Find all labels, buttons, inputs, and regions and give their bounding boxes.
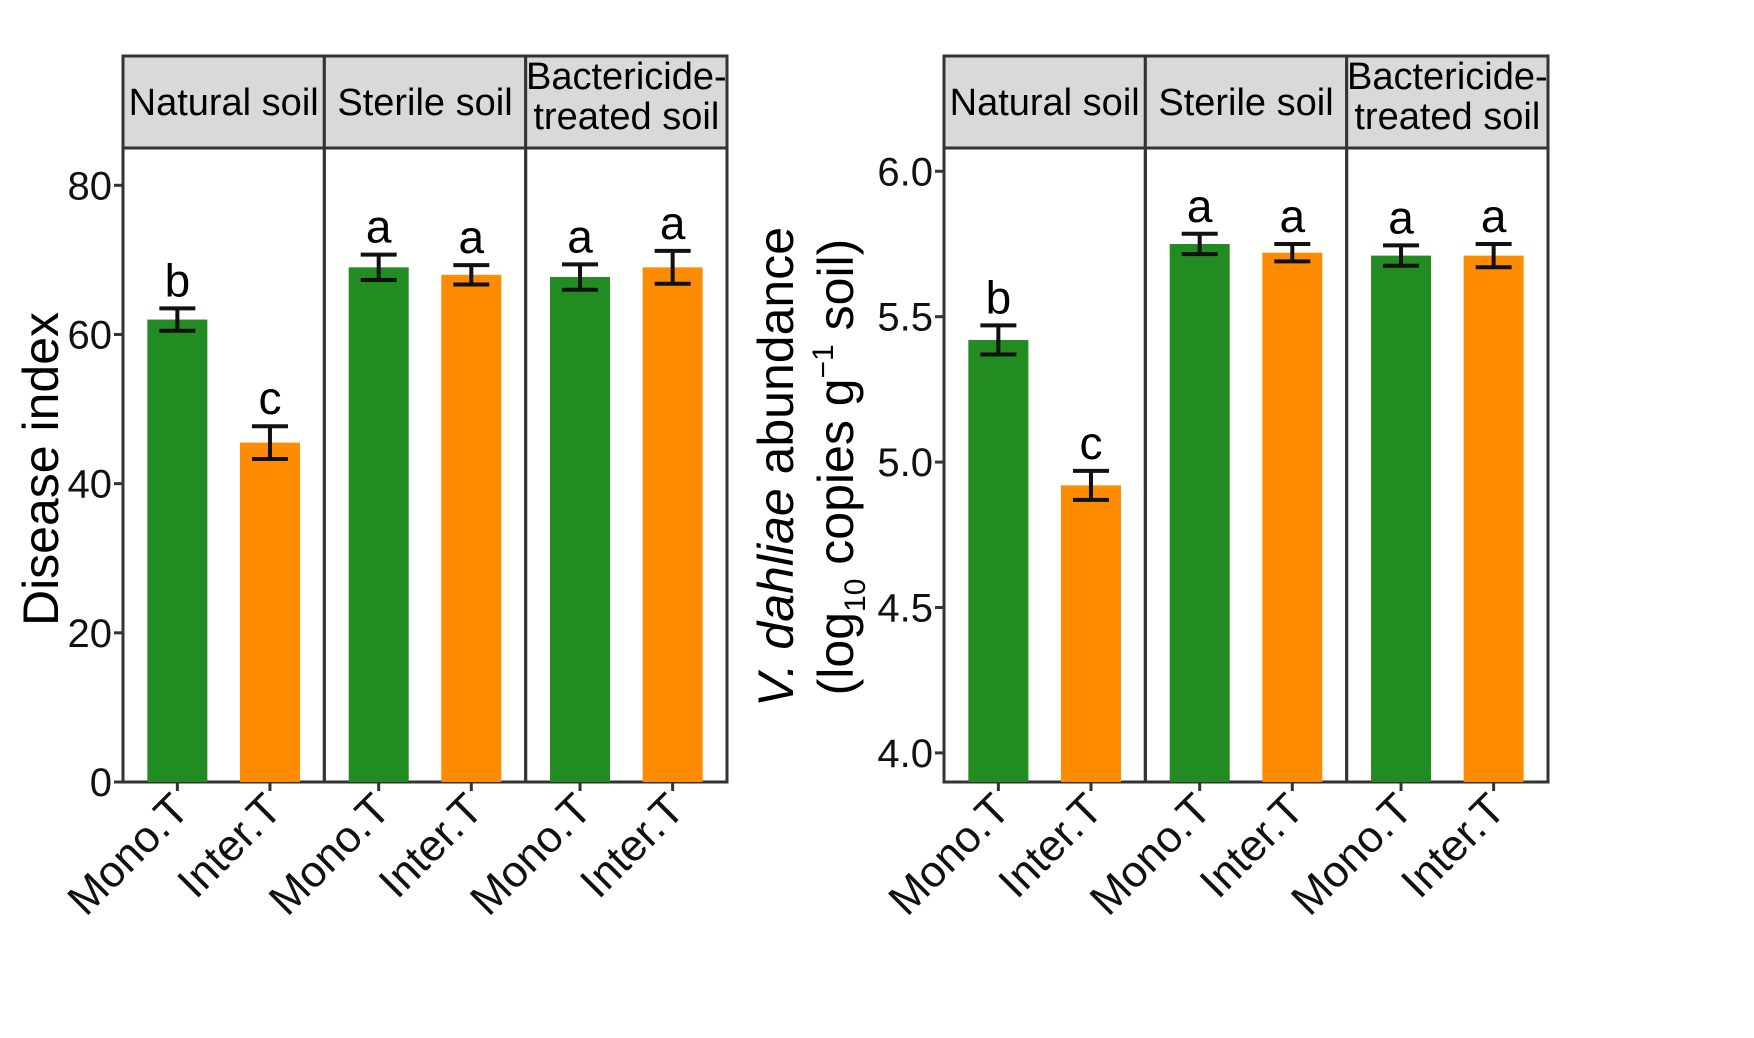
y-axis-title-line2: (log10 copies g−1 soil)	[807, 239, 872, 696]
facet-label: Natural soil	[129, 82, 319, 124]
y-axis-title-part: copies g	[808, 378, 864, 578]
y-tick-label: 80	[68, 164, 113, 208]
y-axis-title-part: (log	[808, 612, 864, 695]
significance-letter: c	[258, 372, 281, 424]
y-tick-label: 4.5	[877, 587, 933, 631]
y-tick-label: 20	[68, 612, 113, 656]
facet-strip	[121, 54, 326, 150]
x-tick-label: Mono.T	[1081, 784, 1221, 924]
facet-label: treated soil	[533, 96, 719, 138]
panel-left: 0 20 40 60 80 Natural soil b Mono.T c Inter.T Ster…	[13, 54, 729, 925]
significance-letter: b	[986, 271, 1012, 323]
x-tick-label: Mono.T	[879, 784, 1019, 924]
facet-label: Natural soil	[950, 82, 1140, 124]
significance-letter: a	[366, 201, 392, 253]
y-tick-label: 6.0	[877, 150, 933, 194]
facet-label: Bactericide-	[526, 56, 727, 98]
bar-mono-t	[550, 277, 611, 782]
significance-letter: a	[660, 197, 686, 249]
significance-letter: a	[1280, 190, 1306, 242]
facet-frame	[1345, 146, 1550, 784]
facet-label: treated soil	[1354, 96, 1540, 138]
facet-label: Sterile soil	[337, 82, 512, 124]
bar-inter-t	[1463, 255, 1524, 783]
significance-letter: c	[1079, 417, 1102, 469]
x-tick-label: Inter.T	[571, 784, 694, 907]
y-tick-label: 40	[68, 463, 113, 507]
bar-inter-t	[1060, 485, 1121, 782]
facet-strip	[524, 54, 729, 150]
bar-mono-t	[1371, 255, 1432, 783]
bar-mono-t	[147, 319, 208, 782]
x-tick-label: Mono.T	[260, 784, 400, 924]
facet-frame	[524, 146, 729, 784]
y-tick-label: 0	[90, 761, 112, 805]
y-tick-label: 4.0	[877, 732, 933, 776]
bar-inter-t	[441, 274, 502, 782]
x-tick-label: Mono.T	[58, 784, 198, 924]
significance-letter: a	[459, 211, 485, 263]
x-tick-label: Mono.T	[1282, 784, 1422, 924]
bar-inter-t	[1262, 252, 1323, 782]
x-tick-label: Inter.T	[1392, 784, 1515, 907]
facet-strip	[1143, 54, 1349, 150]
y-tick-label: 5.0	[877, 441, 933, 485]
y-axis-title-species: V. dahliae	[748, 488, 804, 707]
significance-letter: a	[1388, 191, 1414, 243]
bar-mono-t	[348, 267, 409, 782]
panel-right: 4.0 4.5 5.0 5.5 6.0 Natural soil b Mono.T c Inter…	[748, 54, 1550, 925]
facet-label: Bactericide-	[1347, 56, 1548, 98]
significance-letter: b	[165, 254, 191, 306]
y-tick-label: 5.5	[877, 296, 933, 340]
bar-inter-t	[642, 267, 703, 782]
x-tick-label: Mono.T	[461, 784, 601, 924]
bar-mono-t	[1169, 243, 1230, 782]
significance-letter: a	[1187, 180, 1213, 232]
facet-label: Sterile soil	[1158, 82, 1333, 124]
y-axis-title-part: −1	[807, 344, 840, 378]
significance-letter: a	[1481, 190, 1507, 242]
y-axis-title-part: 10	[839, 579, 872, 612]
y-axis-title-part: soil)	[808, 239, 864, 345]
facet-strip	[1345, 54, 1550, 150]
bar-mono-t	[968, 339, 1029, 782]
bar-inter-t	[239, 442, 300, 782]
facet-strip	[322, 54, 528, 150]
y-tick-label: 60	[68, 313, 113, 357]
y-axis-title-abundance: abundance	[748, 227, 804, 488]
y-axis-title: Disease index	[13, 312, 69, 626]
significance-letter: a	[567, 210, 593, 262]
y-axis-title-line1: V. dahliae abundance	[748, 227, 804, 707]
facet-strip	[942, 54, 1147, 150]
